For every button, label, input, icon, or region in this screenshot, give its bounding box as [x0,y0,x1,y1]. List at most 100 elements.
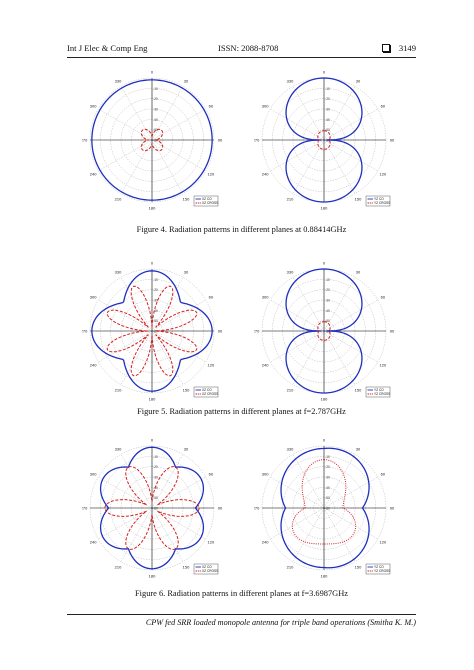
grid-spoke [323,108,378,141]
angle-tick-label: 150 [183,564,190,569]
angle-tick-label: 240 [90,540,97,545]
angle-tick-label: 210 [115,387,122,392]
angle-tick-label: 30 [184,447,189,452]
radial-tick-label: -20 [153,97,158,101]
legend-box [365,386,391,398]
angle-tick-label: 330 [115,270,122,275]
legend-box [365,563,391,575]
angle-tick-label: 0 [323,70,326,75]
angle-tick-label: 240 [262,363,269,368]
legend-label: YZ CROSS [374,392,390,396]
radial-tick-label: -30 [153,299,158,303]
radial-tick-label: -50 [325,496,330,500]
footer-rule [67,614,416,615]
angle-tick-label: 210 [287,564,294,569]
radial-tick-label: -20 [325,288,330,292]
angle-tick-label: 90 [218,138,222,143]
radial-tick-label: -10 [325,87,330,91]
radial-tick-label: -40 [325,118,330,122]
angle-tick-label: 90 [390,329,394,334]
legend-label: YZ CROSS [374,569,390,573]
radial-tick-label: -60 [325,507,330,511]
legend-label: XZ CROSS [202,569,218,573]
angle-tick-label: 210 [115,196,122,201]
radial-tick-label: -30 [153,476,158,480]
radial-tick-label: -10 [325,278,330,282]
figure-6-caption: Figure 6. Radiation patterns in differen… [135,589,348,598]
angle-tick-label: 150 [355,387,362,392]
angle-tick-label: 60 [209,472,214,477]
co-polar-curve [91,270,213,392]
angle-tick-label: 300 [90,295,97,300]
angle-tick-label: 330 [287,79,294,84]
angle-tick-label: 90 [218,506,222,511]
radial-tick-label: -20 [153,465,158,469]
polar-chart-svg: 0 30 60 90 120 150 180 210 240 270 300 330 -10 -20 -30… [254,261,394,402]
angle-tick-label: 0 [151,438,154,443]
angle-tick-label: 210 [287,196,294,201]
angle-tick-label: 330 [115,79,122,84]
radial-tick-label: -30 [153,108,158,112]
issn: ISSN: 2088-8708 [218,43,279,53]
angle-tick-label: 150 [355,564,362,569]
legend-label: YZ CROSS [374,201,390,205]
grid-spoke [292,86,325,141]
co-polar-curve [285,77,363,203]
legend-label: YZ CO [374,197,384,201]
angle-tick-label: 0 [323,438,326,443]
grid-spoke [120,86,153,141]
polar-plot-fig5-yz: 0 30 60 90 120 150 180 210 240 270 300 330 -10 -20 -30… [254,257,394,407]
cross-polar-curve [317,130,331,150]
radial-tick-label: -50 [153,319,158,323]
co-polar-curve [280,447,370,569]
angle-tick-label: 120 [208,363,215,368]
angle-tick-label: 90 [218,329,222,334]
angle-tick-label: 180 [321,397,328,402]
radial-tick-label: -10 [325,455,330,459]
page-number: 3149 [398,43,416,53]
legend-label: XZ CO [202,388,212,392]
legend-label: XZ CROSS [202,201,218,205]
angle-tick-label: 120 [380,540,387,545]
grid-spoke [98,299,153,332]
radial-tick-label: -30 [325,476,330,480]
angle-tick-label: 30 [184,270,189,275]
angle-tick-label: 270 [254,329,260,334]
polar-chart-svg: 0 30 60 90 120 150 180 210 240 270 300 330 -10 -20 -30… [254,70,394,211]
radial-tick-label: -40 [325,309,330,313]
angle-tick-label: 240 [262,540,269,545]
radial-tick-label: -20 [325,97,330,101]
angle-tick-label: 60 [381,104,386,109]
legend-box [365,195,391,207]
grid-spoke [120,330,153,385]
box-icon [381,44,390,52]
angle-tick-label: 330 [287,447,294,452]
grid-spoke [98,139,153,172]
radial-tick-label: -60 [153,507,158,511]
angle-tick-label: 240 [90,363,97,368]
grid-spoke [270,108,325,141]
grid-spoke [292,277,325,332]
legend-label: XZ CO [202,197,212,201]
radial-tick-label: -20 [325,465,330,469]
radial-tick-label: -50 [325,128,330,132]
angle-tick-label: 120 [380,363,387,368]
angle-tick-label: 240 [262,172,269,177]
angle-tick-label: 300 [262,472,269,477]
header-rule [67,57,416,58]
angle-tick-label: 0 [151,261,154,266]
co-polar-curve [99,446,205,570]
angle-tick-label: 30 [356,79,361,84]
grid-spoke [270,299,325,332]
angle-tick-label: 30 [356,270,361,275]
angle-tick-label: 30 [184,79,189,84]
legend-box [193,386,219,398]
cross-polar-curve [106,285,198,377]
polar-plot-fig4-yz: 0 30 60 90 120 150 180 210 240 270 300 330 -10 -20 -30… [254,66,394,216]
polar-plot-fig6-yz: 0 30 60 90 120 150 180 210 240 270 300 330 -10 -20 -30… [254,434,394,584]
angle-tick-label: 270 [254,138,260,143]
journal-name: Int J Elec & Comp Eng [67,43,148,53]
